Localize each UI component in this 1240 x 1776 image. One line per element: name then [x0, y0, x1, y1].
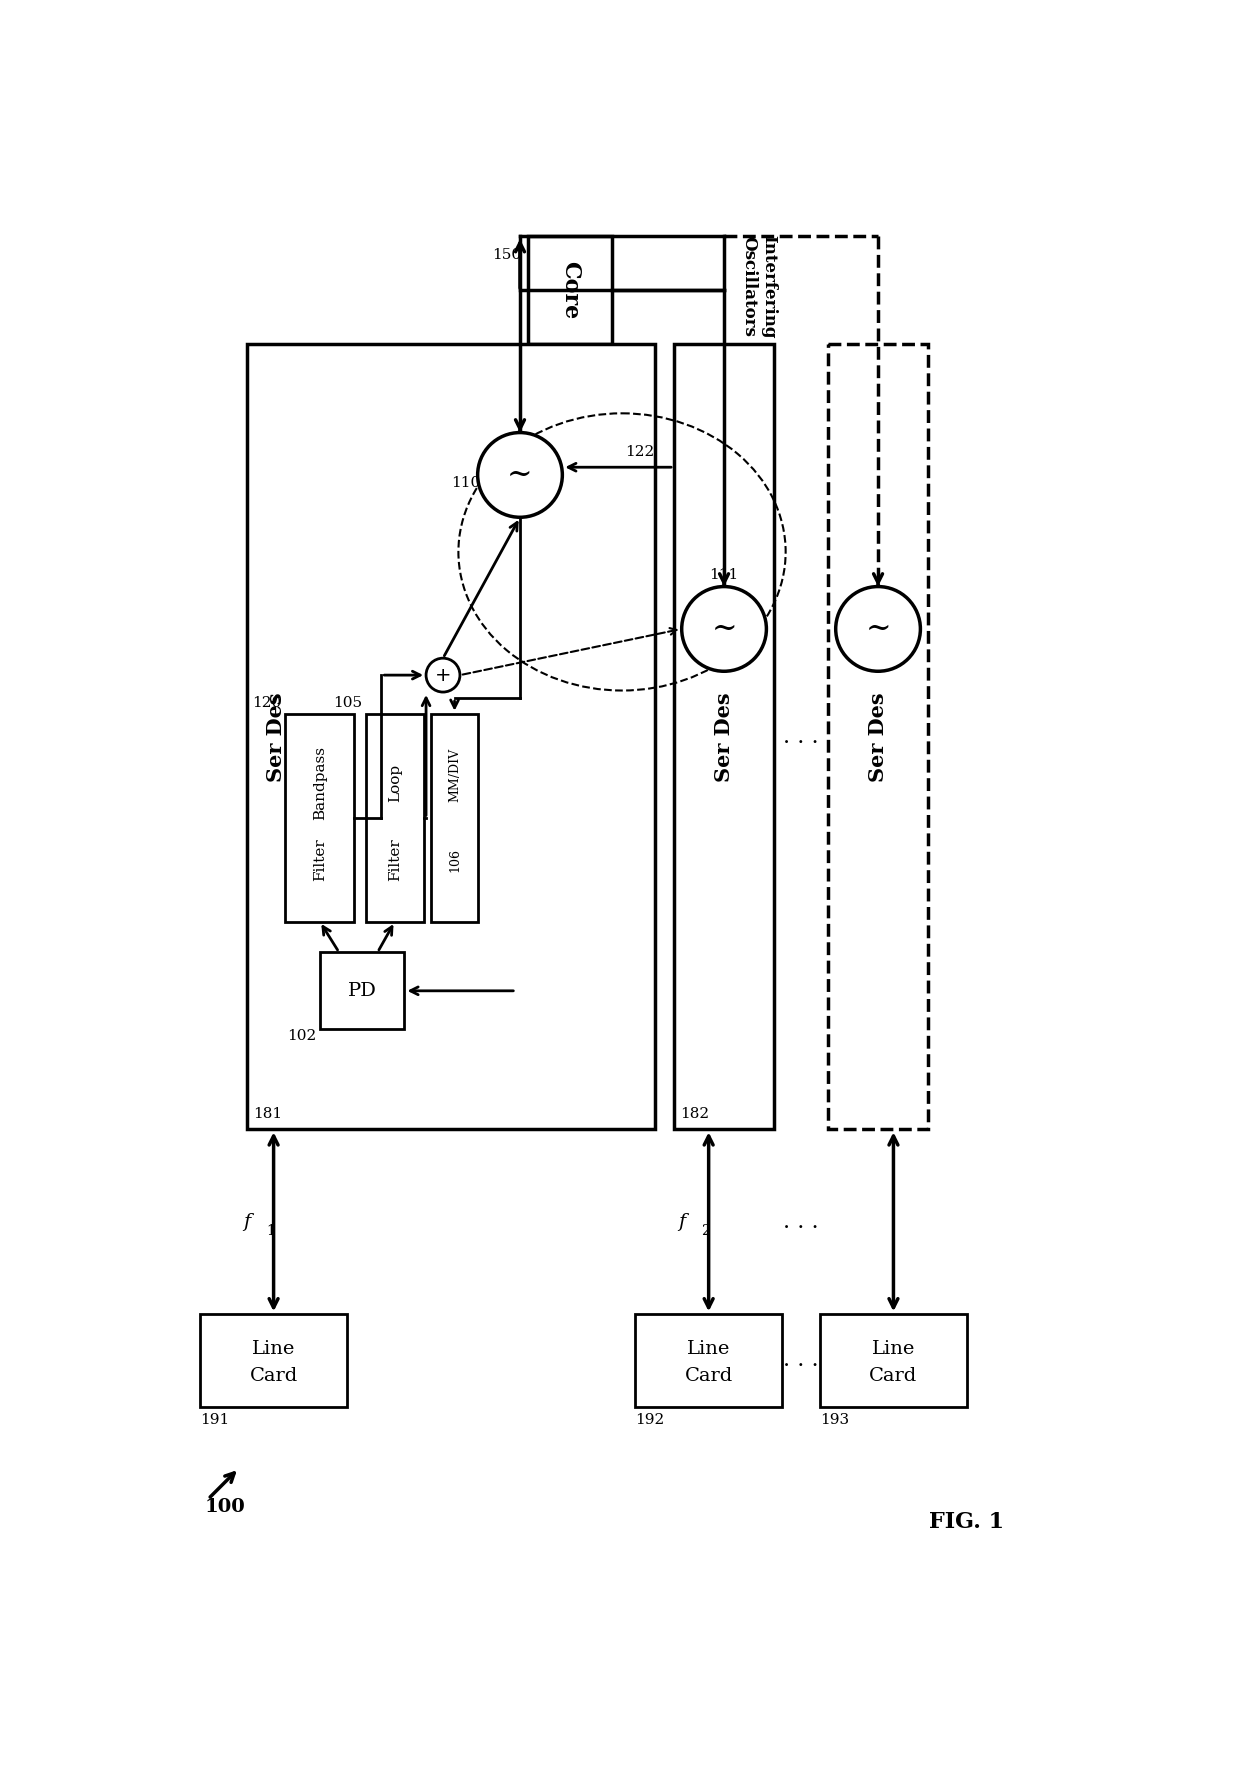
Bar: [247, 345, 655, 1130]
Circle shape: [477, 433, 563, 517]
Text: 192: 192: [635, 1414, 665, 1428]
Bar: [635, 1314, 781, 1407]
Bar: [285, 714, 355, 922]
Text: . . .: . . .: [784, 726, 818, 748]
Bar: [821, 1314, 967, 1407]
Text: 106: 106: [448, 847, 461, 872]
Text: Loop: Loop: [388, 764, 402, 803]
Text: Ser Des: Ser Des: [868, 693, 888, 781]
Text: PD: PD: [347, 982, 377, 1000]
Circle shape: [682, 586, 766, 671]
Text: Filter: Filter: [388, 838, 402, 881]
Text: Ser Des: Ser Des: [714, 693, 734, 781]
Text: FIG. 1: FIG. 1: [929, 1511, 1004, 1533]
Text: Ser Des: Ser Des: [265, 693, 286, 781]
Text: +: +: [435, 666, 451, 684]
Bar: [432, 714, 477, 922]
Text: Bandpass: Bandpass: [312, 746, 327, 821]
Text: 2: 2: [701, 1224, 709, 1238]
Bar: [366, 714, 424, 922]
Text: Line: Line: [687, 1339, 730, 1359]
Text: 111: 111: [708, 568, 738, 583]
Bar: [828, 345, 928, 1130]
Bar: [201, 1314, 347, 1407]
Text: MM/DIV: MM/DIV: [448, 748, 461, 803]
Text: 105: 105: [334, 696, 362, 710]
Circle shape: [836, 586, 920, 671]
Bar: [528, 236, 613, 345]
Text: 150: 150: [492, 249, 522, 263]
Circle shape: [427, 659, 460, 693]
Text: Card: Card: [684, 1368, 733, 1385]
Text: f: f: [243, 1213, 250, 1231]
Text: 110: 110: [451, 476, 481, 490]
Text: 102: 102: [286, 1030, 316, 1043]
Text: . . .: . . .: [784, 1350, 818, 1371]
Text: 181: 181: [253, 1106, 281, 1121]
Text: ~: ~: [712, 613, 737, 645]
Text: Card: Card: [249, 1368, 298, 1385]
Text: 100: 100: [205, 1497, 246, 1515]
Text: . . .: . . .: [784, 1211, 818, 1233]
Text: 120: 120: [252, 696, 281, 710]
Text: 1: 1: [265, 1224, 275, 1238]
Text: Line: Line: [872, 1339, 915, 1359]
Text: ~: ~: [866, 613, 890, 645]
Text: 191: 191: [201, 1414, 229, 1428]
Text: Line: Line: [252, 1339, 295, 1359]
Text: Core: Core: [559, 261, 582, 320]
Text: Card: Card: [869, 1368, 918, 1385]
Text: 182: 182: [681, 1106, 709, 1121]
Text: 122: 122: [625, 444, 655, 458]
Text: f: f: [678, 1213, 686, 1231]
Text: Interfering
Oscillators: Interfering Oscillators: [740, 234, 777, 337]
Bar: [320, 952, 404, 1030]
Text: 193: 193: [821, 1414, 849, 1428]
Bar: [675, 345, 774, 1130]
Text: ~: ~: [507, 460, 533, 490]
Text: Filter: Filter: [312, 838, 327, 881]
